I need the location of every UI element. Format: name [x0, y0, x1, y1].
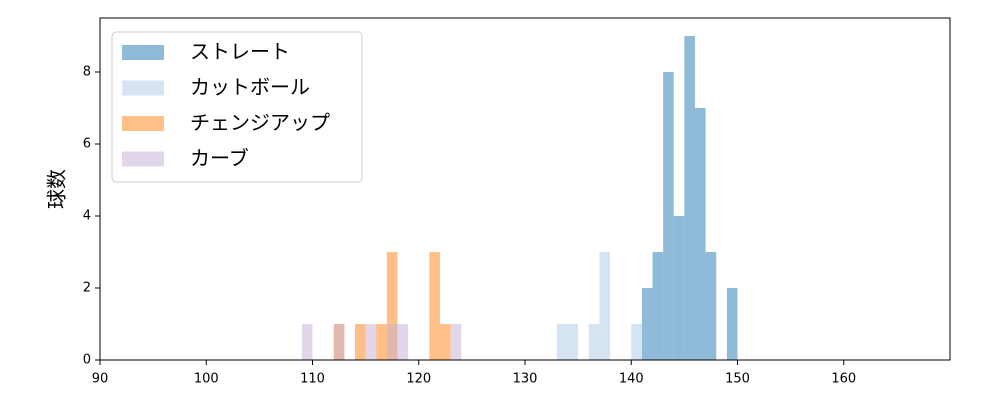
bar [673, 216, 685, 360]
y-axis-label: 球数 [45, 169, 69, 209]
bar [641, 288, 653, 360]
bar [450, 324, 462, 360]
legend-label: カットボール [190, 75, 310, 99]
y-tick-label: 0 [83, 353, 91, 368]
bar [663, 72, 674, 360]
bar [705, 252, 717, 360]
y-tick-label: 6 [83, 137, 91, 152]
bar [397, 324, 409, 360]
bar [556, 324, 568, 360]
bar [588, 324, 600, 360]
bar [386, 252, 398, 360]
legend-swatch [122, 45, 164, 60]
y-tick-label: 2 [83, 281, 91, 296]
legend-swatch [122, 151, 164, 167]
bar [652, 252, 664, 360]
bar [429, 252, 440, 360]
bar [333, 324, 345, 360]
x-tick-label: 140 [619, 372, 644, 387]
bar [440, 324, 451, 360]
bar [726, 288, 738, 360]
bar [355, 324, 366, 360]
bar [631, 324, 642, 360]
bar [301, 324, 313, 360]
bar [376, 324, 387, 360]
x-tick-label: 120 [406, 372, 431, 387]
legend-frame [111, 31, 363, 183]
legend-swatch [122, 80, 164, 96]
bar [386, 324, 398, 360]
bar [365, 324, 377, 360]
x-tick-label: 150 [725, 372, 750, 387]
bar [695, 108, 706, 360]
legend-label: カーブ [190, 146, 249, 170]
x-tick-label: 110 [300, 372, 325, 387]
legend-label: チェンジアップ [190, 111, 330, 135]
legend-swatch [122, 116, 164, 131]
x-tick-label: 130 [513, 372, 538, 387]
bar [599, 252, 610, 360]
x-tick-label: 160 [831, 372, 856, 387]
bar [684, 36, 695, 360]
x-tick-label: 100 [194, 372, 219, 387]
y-tick-label: 4 [83, 209, 91, 224]
y-tick-label: 8 [83, 65, 91, 80]
legend-label: ストレート [190, 40, 290, 64]
x-tick-label: 90 [92, 372, 109, 387]
bar [567, 324, 579, 360]
